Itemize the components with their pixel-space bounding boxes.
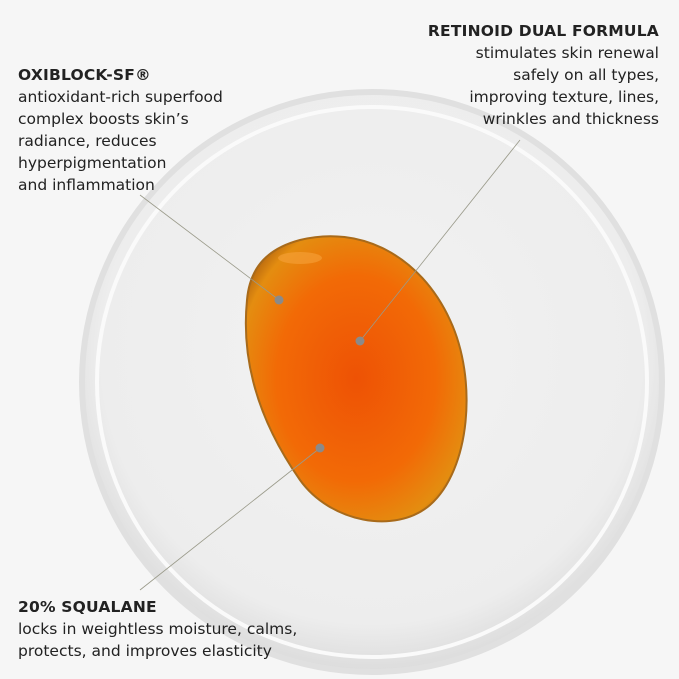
callout-line: and inflammation [18, 176, 155, 194]
callout-title: RETINOID DUAL FORMULA [427, 22, 659, 40]
callout-squalane: 20% SQUALANE locks in weightless moistur… [18, 596, 297, 662]
callout-line: stimulates skin renewal [475, 44, 659, 62]
pointer-line-retinoid [359, 139, 521, 342]
callout-line: safely on all types, [513, 66, 659, 84]
callout-oxiblock: OXIBLOCK-SF® antioxidant-rich superfood … [18, 64, 223, 196]
dot-oxiblock [274, 295, 284, 305]
callout-line: antioxidant-rich superfood [18, 88, 223, 106]
oil-drop [244, 235, 468, 523]
callout-title: OXIBLOCK-SF® [18, 66, 151, 84]
callout-line: radiance, reduces [18, 132, 157, 150]
pointer-line-oxiblock [139, 194, 280, 301]
callout-line: improving texture, lines, [469, 88, 659, 106]
callout-line: protects, and improves elasticity [18, 642, 272, 660]
callout-line: complex boosts skin’s [18, 110, 189, 128]
callout-title: 20% SQUALANE [18, 598, 157, 616]
dot-squalane [315, 443, 325, 453]
callout-line: locks in weightless moisture, calms, [18, 620, 298, 638]
pointer-line-squalane [139, 447, 321, 591]
oil-highlight [278, 252, 322, 264]
dot-retinoid [355, 336, 365, 346]
callout-line: hyperpigmentation [18, 154, 167, 172]
callout-retinoid: RETINOID DUAL FORMULA stimulates skin re… [428, 20, 659, 130]
dish-inner-rim [95, 105, 649, 659]
callout-line: wrinkles and thickness [482, 110, 659, 128]
